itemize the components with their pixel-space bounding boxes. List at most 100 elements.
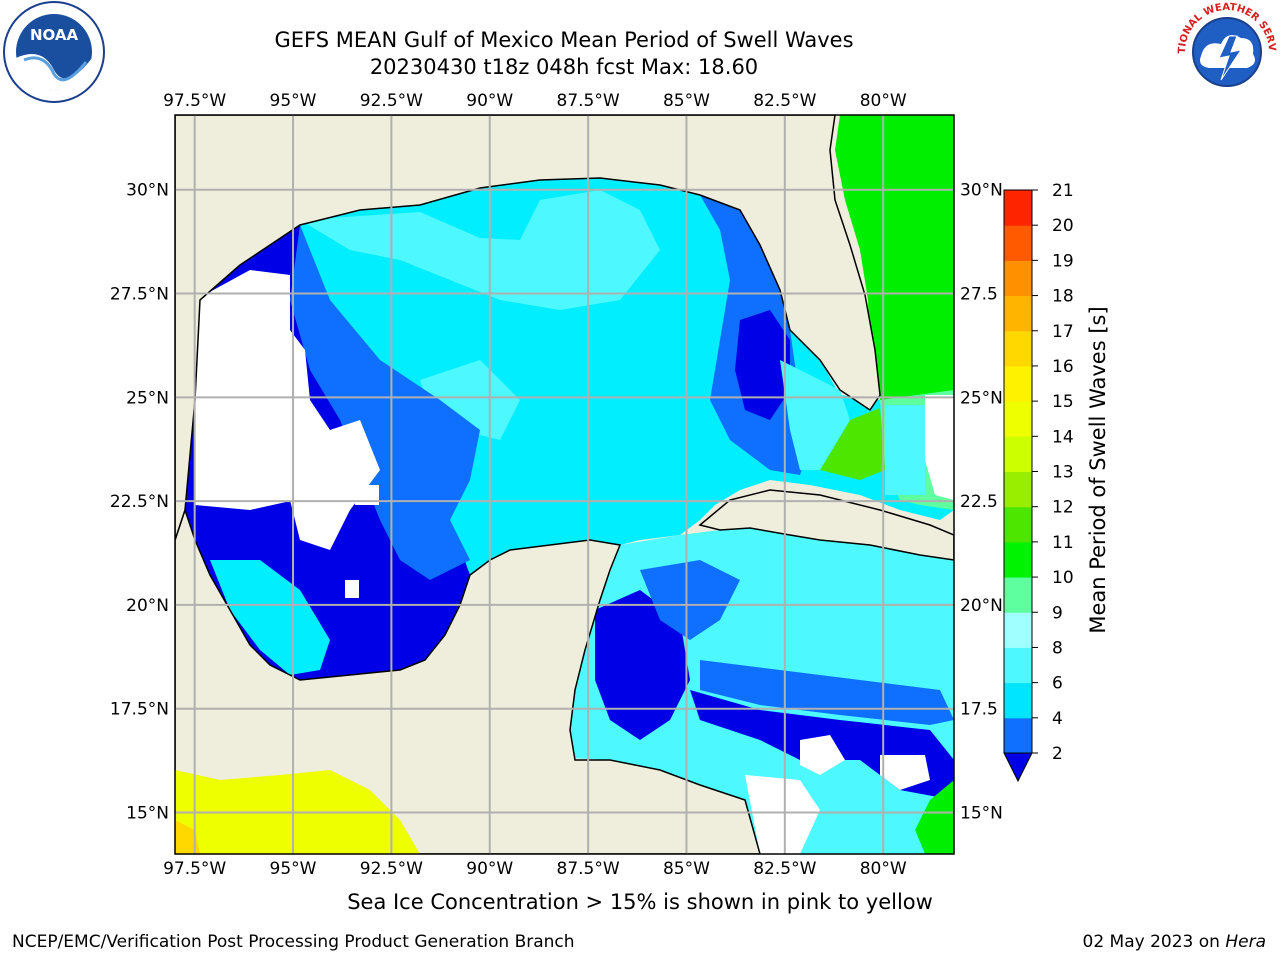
footer-org: NCEP/EMC/Verification Post Processing Pr… bbox=[12, 932, 575, 952]
colorbar-tick-label: 19 bbox=[1052, 251, 1074, 271]
y-tick-label: 15°N bbox=[126, 803, 169, 823]
x-tick-label: 82.5°W bbox=[753, 91, 816, 111]
y-tick-label: 17.5 bbox=[960, 700, 998, 720]
colorbar-segment bbox=[1004, 295, 1032, 332]
y-tick-label: 20°N bbox=[960, 596, 1003, 616]
x-tick-label: 87.5°W bbox=[557, 91, 620, 111]
florida-straits-cyan bbox=[780, 360, 850, 470]
colorbar-tick-label: 16 bbox=[1052, 357, 1074, 377]
caribbean-se-cyan bbox=[820, 810, 925, 854]
cuba-land bbox=[698, 489, 954, 561]
colorbar-segment bbox=[1004, 436, 1032, 472]
x-tick-label: 90°W bbox=[466, 91, 513, 111]
colorbar-segment bbox=[1004, 471, 1032, 508]
noaa-logo-icon: NOAA bbox=[3, 1, 105, 103]
x-tick-label: 87.5°W bbox=[557, 859, 620, 879]
colorbar-label: Mean Period of Swell Waves [s] bbox=[1086, 306, 1110, 633]
y-tick-label: 17.5°N bbox=[110, 700, 169, 720]
colorbar-tick-label: 13 bbox=[1052, 463, 1074, 483]
colorbar-segment bbox=[1004, 225, 1032, 261]
missing-data-cell bbox=[355, 485, 379, 505]
florida-straits-green bbox=[820, 408, 885, 480]
missing-data-caribbean bbox=[800, 735, 845, 775]
colorbar-tick-label: 14 bbox=[1052, 427, 1074, 447]
y-tick-label: 30°N bbox=[960, 181, 1003, 201]
x-tick-label: 95°W bbox=[270, 91, 317, 111]
colorbar-tick-label: 8 bbox=[1052, 638, 1063, 658]
footer-date-text: 02 May 2023 on bbox=[1082, 932, 1226, 952]
gridlines bbox=[175, 115, 954, 854]
x-tick-label: 82.5°W bbox=[753, 859, 816, 879]
y-tick-label: 30°N bbox=[126, 181, 169, 201]
footer-date: 02 May 2023 on Hera bbox=[1083, 932, 1267, 952]
yucatan-channel-blue bbox=[595, 590, 690, 740]
nws-logo-icon: NATIONAL WEATHER SERVICE bbox=[1175, 0, 1277, 100]
x-tick-label: 97.5°W bbox=[163, 859, 226, 879]
y-tick-label: 25°N bbox=[960, 388, 1003, 408]
caribbean-se-green bbox=[915, 780, 954, 854]
x-tick-label: 90°W bbox=[466, 859, 513, 879]
colorbar-segment bbox=[1004, 717, 1032, 754]
colorbar-tick-label: 10 bbox=[1052, 568, 1074, 588]
colorbar-tick-label: 17 bbox=[1052, 322, 1074, 342]
colorbar-segment bbox=[1004, 577, 1032, 613]
chart-title: GEFS MEAN Gulf of Mexico Mean Period of … bbox=[274, 28, 854, 52]
missing-data-west bbox=[195, 270, 330, 510]
colorbar-tick-label: 12 bbox=[1052, 498, 1074, 518]
y-tick-label: 22.5°N bbox=[110, 492, 169, 512]
colorbar-segment bbox=[1004, 260, 1032, 297]
colorbar-segment bbox=[1004, 612, 1032, 648]
colorbar-segment bbox=[1004, 647, 1032, 684]
chart-subtitle: 20230430 t18z 048h fcst Max: 18.60 bbox=[369, 55, 759, 79]
colorbar-segment bbox=[1004, 401, 1032, 437]
colorbar-tick-label: 4 bbox=[1052, 709, 1063, 729]
bahamas-cyan bbox=[885, 405, 925, 495]
y-tick-label: 27.5 bbox=[960, 285, 998, 305]
x-tick-label: 80°W bbox=[860, 91, 907, 111]
colorbar: 2 4 6 8 9 10 11 12 13 14 15 16 17 18 19 20 21 bbox=[1003, 181, 1074, 783]
colorbar-tick-label: 9 bbox=[1052, 603, 1063, 623]
y-tick-label: 25°N bbox=[126, 388, 169, 408]
caribbean-medium bbox=[640, 560, 740, 640]
missing-data-caribbean-2 bbox=[880, 755, 930, 790]
colorbar-tick-label: 20 bbox=[1052, 216, 1074, 236]
x-tick-labels-bottom: 97.5°W 95°W 92.5°W 90°W 87.5°W 85°W 82.5°W 80°W bbox=[163, 859, 907, 879]
colorbar-tick-label: 2 bbox=[1052, 744, 1063, 764]
y-tick-labels-left: 30°N 27.5°N 25°N 22.5°N 20°N 17.5°N 15°N bbox=[110, 181, 169, 824]
svg-text:NOAA: NOAA bbox=[30, 26, 79, 44]
colorbar-tick-label: 11 bbox=[1052, 533, 1074, 553]
x-tick-labels-top: 97.5°W 95°W 92.5°W 90°W 87.5°W 85°W 82.5°W 80°W bbox=[163, 91, 907, 111]
x-tick-label: 92.5°W bbox=[360, 91, 423, 111]
colorbar-tick-label: 6 bbox=[1052, 674, 1063, 694]
western-gulf-medium bbox=[290, 225, 480, 580]
colorbar-segment bbox=[1004, 506, 1032, 543]
eastern-gulf-blue bbox=[735, 310, 790, 420]
x-tick-label: 97.5°W bbox=[163, 91, 226, 111]
missing-data-west-2 bbox=[290, 420, 380, 550]
y-tick-label: 27.5°N bbox=[110, 285, 169, 305]
colorbar-tick-label: 15 bbox=[1052, 392, 1074, 412]
atlantic-water bbox=[835, 115, 954, 405]
x-tick-label: 92.5°W bbox=[360, 859, 423, 879]
colorbar-tick-label: 18 bbox=[1052, 287, 1074, 307]
colorbar-tick-label: 21 bbox=[1052, 181, 1074, 201]
colorbar-segment bbox=[1004, 190, 1032, 226]
mexico-yucatan-land bbox=[175, 507, 761, 854]
y-tick-label: 22.5 bbox=[960, 492, 998, 512]
x-tick-label: 80°W bbox=[860, 859, 907, 879]
colorbar-segment bbox=[1004, 330, 1032, 367]
x-tick-label: 85°W bbox=[663, 91, 710, 111]
y-tick-label: 20°N bbox=[126, 596, 169, 616]
y-tick-label: 15°N bbox=[960, 803, 1003, 823]
x-tick-label: 95°W bbox=[270, 859, 317, 879]
bay-campeche-cyan bbox=[210, 560, 330, 675]
colorbar-segment bbox=[1004, 682, 1032, 719]
y-tick-labels-right: 30°N 27.5 25°N 22.5 20°N 17.5 15°N bbox=[960, 181, 1003, 824]
gulf-light-patch bbox=[300, 190, 660, 310]
colorbar-under-triangle bbox=[1003, 752, 1033, 783]
missing-data-central-america bbox=[745, 775, 820, 854]
colorbar-segment bbox=[1004, 365, 1032, 402]
footer-machine: Hera bbox=[1225, 932, 1266, 952]
us-gulf-coast-land bbox=[175, 115, 881, 541]
